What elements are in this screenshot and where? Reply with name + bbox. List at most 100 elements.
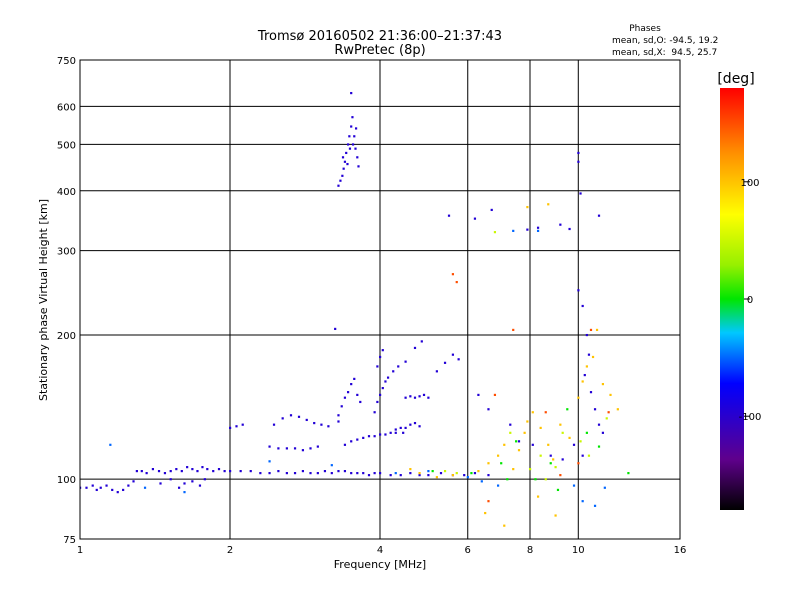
data-point [581,500,584,503]
data-point [309,447,312,450]
data-point [394,428,397,431]
data-point [473,472,477,475]
data-point [350,91,353,95]
data-point [180,470,183,473]
data-point [561,458,564,461]
data-point [348,147,352,150]
data-point [607,411,610,414]
y-tick-label: 200 [57,331,76,342]
data-point [337,420,340,423]
data-point [99,486,102,489]
data-point [457,358,460,361]
data-point [346,162,349,166]
colorbar-tick-label: 0 [747,295,753,306]
data-point [359,400,362,404]
data-point [350,440,353,443]
data-point [186,466,189,469]
data-point [443,470,447,473]
x-tick-label: 6 [465,545,471,556]
data-point [547,203,550,206]
data-point [297,415,301,418]
data-point [362,472,365,475]
data-point [345,151,348,155]
data-point [330,464,333,467]
data-point [373,435,376,438]
data-point [591,355,595,359]
data-point [496,454,500,457]
data-point [235,425,238,428]
data-point [503,443,506,446]
grid [80,60,680,539]
data-point [268,445,271,448]
data-point [477,393,480,397]
data-point [451,474,455,477]
data-point [477,470,480,473]
data-point [554,514,557,517]
data-point [367,435,371,438]
data-point [337,414,340,417]
data-point [418,472,421,475]
data-point [466,476,469,479]
data-point [109,443,112,446]
data-point [132,480,135,483]
data-point [343,443,347,446]
data-point [95,488,98,492]
data-point [105,484,108,487]
data-point [593,408,597,411]
data-point [517,449,521,452]
data-point [447,214,451,217]
data-point [581,304,584,308]
data-point [353,377,356,380]
data-point [473,217,477,220]
data-point [509,423,512,426]
data-point [439,472,443,475]
data-point [362,436,365,439]
data-point [418,395,421,398]
data-point [376,400,379,404]
data-point [559,474,562,477]
data-point [340,405,343,408]
data-point [552,458,555,461]
data-point [547,443,550,446]
data-point [484,511,487,515]
data-point [183,482,186,485]
data-point [330,472,333,475]
colorbar-ticks: 100 0 -100 [739,178,762,423]
data-point [159,482,162,485]
data-point [579,440,582,443]
data-point [379,393,382,397]
data-point [418,474,421,477]
data-point [309,472,312,475]
data-point [268,460,271,463]
data-point [277,447,280,450]
x-tick-labels: 1 2 4 6 8 10 16 [77,545,687,556]
y-axis-label: Stationary phase Virtual Height [km] [37,199,50,401]
data-point [350,472,353,475]
data-point [435,476,438,479]
data-point [572,484,576,487]
x-tick-label: 8 [527,545,533,556]
data-point [597,445,601,448]
data-point [601,431,605,434]
data-point [91,484,94,487]
data-point [85,486,88,489]
data-point [589,391,593,394]
data-point [577,462,580,465]
data-point [241,423,244,426]
data-point [585,431,588,434]
data-point [351,116,354,119]
data-point [593,504,597,507]
data-point [127,484,130,487]
data-point [487,500,490,503]
data-point [285,472,288,475]
data-point [587,454,591,457]
data-point [605,417,608,420]
data-point [399,474,402,477]
data-point [334,327,337,331]
chart-subtitle: RwPretec (8p) [334,43,425,58]
phase-box-title: Phases [629,24,661,34]
x-tick-label: 2 [227,545,233,556]
data-point [381,386,384,390]
data-point [229,426,232,429]
x-axis-label: Frequency [MHz] [334,558,426,571]
